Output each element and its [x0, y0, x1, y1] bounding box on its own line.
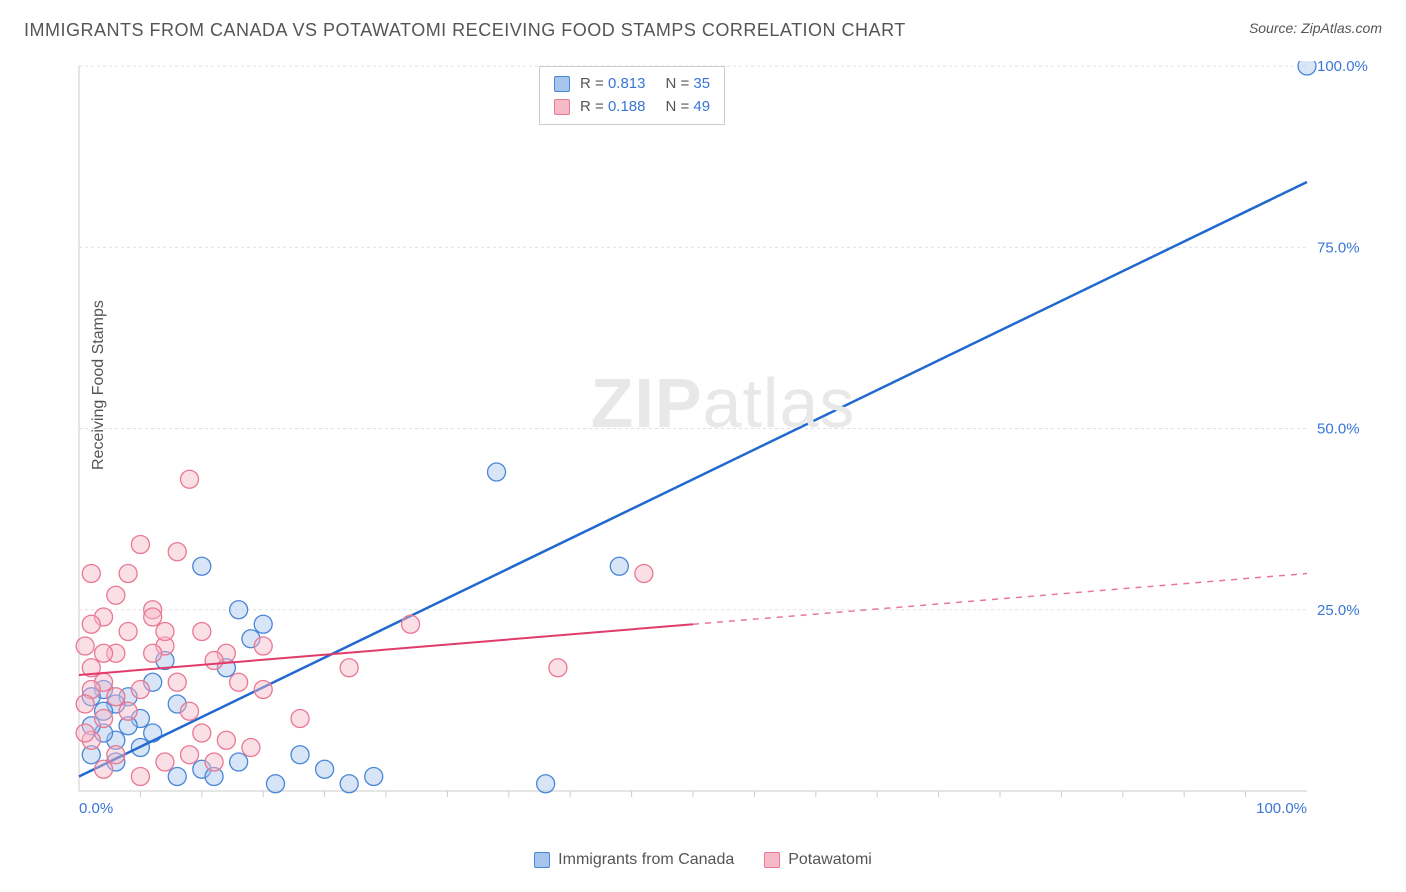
stats-box: R = 0.813 N = 35 R = 0.188 N = 49 [539, 66, 725, 125]
stats-row: R = 0.188 N = 49 [554, 96, 710, 119]
legend-item: Immigrants from Canada [534, 851, 734, 869]
stats-row: R = 0.813 N = 35 [554, 73, 710, 96]
svg-text:100.0%: 100.0% [1317, 61, 1368, 75]
chart-area: Receiving Food Stamps 25.0%50.0%75.0%100… [24, 51, 1382, 871]
series-legend: Immigrants from Canada Potawatomi [24, 851, 1382, 869]
chart-title: IMMIGRANTS FROM CANADA VS POTAWATOMI REC… [24, 20, 906, 41]
chart-source: Source: ZipAtlas.com [1249, 20, 1382, 36]
legend-item: Potawatomi [764, 851, 872, 869]
scatter-chart: 25.0% 50.0% 75.0% 100.0% 0.0% 100.0% [74, 61, 1372, 821]
svg-text:0.0%: 0.0% [79, 800, 113, 817]
svg-text:50.0%: 50.0% [1317, 421, 1360, 438]
svg-text:25.0%: 25.0% [1317, 602, 1360, 619]
chart-header: IMMIGRANTS FROM CANADA VS POTAWATOMI REC… [24, 20, 1382, 41]
plot-area: 25.0%50.0%75.0%100.0%0.0%100.0% ZIPatlas… [74, 61, 1372, 821]
svg-text:75.0%: 75.0% [1317, 239, 1360, 256]
chart-container: IMMIGRANTS FROM CANADA VS POTAWATOMI REC… [0, 0, 1406, 892]
svg-text:100.0%: 100.0% [1256, 800, 1307, 817]
